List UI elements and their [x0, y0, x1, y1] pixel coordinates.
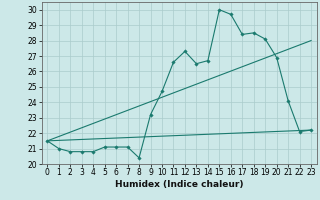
X-axis label: Humidex (Indice chaleur): Humidex (Indice chaleur)	[115, 180, 244, 189]
